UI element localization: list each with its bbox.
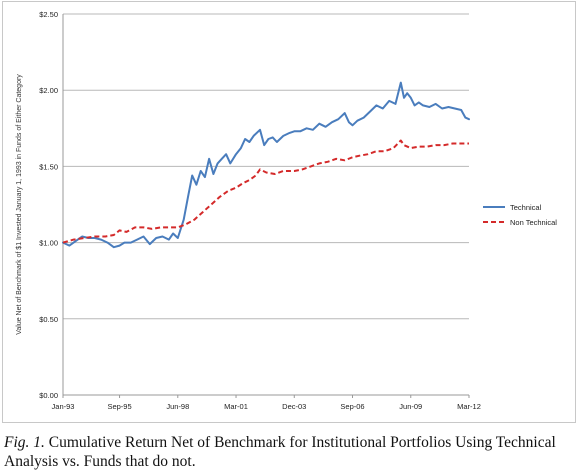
gridlines [63, 13, 469, 396]
x-tick-label: Sep-95 [107, 402, 131, 411]
x-tick-label: Mar-01 [224, 402, 248, 411]
y-tick-label: $2.50 [39, 10, 58, 19]
y-tick-label: $0.50 [39, 315, 58, 324]
x-tick-label: Jun-09 [399, 402, 422, 411]
x-tick-label: Jun-98 [166, 402, 189, 411]
legend-label: Technical [510, 203, 542, 212]
series-line-non-technical [62, 139, 469, 244]
caption-label: Fig. 1. [4, 434, 45, 451]
y-tick-label: $1.00 [39, 239, 58, 248]
y-axis-label: Value Net of Benchmark of $1 Invested Ja… [16, 74, 23, 335]
x-tick-label: Jan-93 [52, 402, 75, 411]
axes: $0.00 $0.50 $1.00 $1.50 $2.00 $2.50 Jan-93 Sep-… [39, 10, 481, 411]
line-chart: $0.00 $0.50 $1.00 $1.50 $2.00 $2.50 Jan-93 Sep-… [16, 10, 557, 411]
series-lines [62, 81, 470, 249]
x-tick-label: Mar-12 [457, 402, 481, 411]
legend: Technical Non Technical [483, 203, 557, 227]
y-tick-label: $0.00 [39, 391, 58, 400]
legend-label: Non Technical [510, 218, 557, 227]
caption-text: Cumulative Return Net of Benchmark for I… [4, 434, 556, 470]
y-tick-label: $2.00 [39, 86, 58, 95]
x-tick-label: Dec-03 [282, 402, 306, 411]
series-line-technical [62, 81, 470, 249]
chart-frame: $0.00 $0.50 $1.00 $1.50 $2.00 $2.50 Jan-93 Sep-… [2, 1, 576, 423]
figure-caption: Fig. 1. Cumulative Return Net of Benchma… [4, 433, 576, 471]
x-tick-label: Sep-06 [340, 402, 364, 411]
y-tick-label: $1.50 [39, 162, 58, 171]
